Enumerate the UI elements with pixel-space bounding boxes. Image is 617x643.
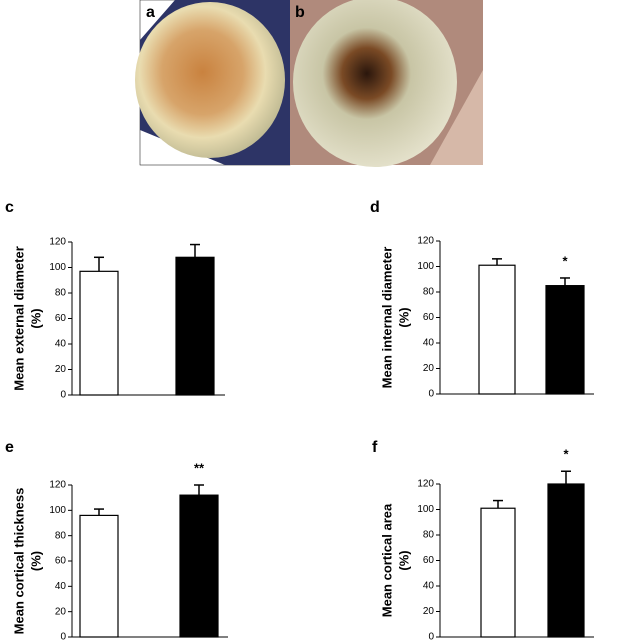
y-tick-label: 20: [55, 364, 67, 375]
y-tick-label: 100: [49, 262, 66, 273]
panel-label: d: [370, 199, 380, 216]
bar: [175, 256, 215, 396]
y-axis-label: (%): [396, 550, 411, 570]
y-tick-label: 20: [423, 606, 435, 617]
y-tick-label: 60: [55, 556, 67, 567]
y-tick-label: 40: [423, 581, 435, 592]
photo-label: a: [146, 4, 155, 21]
y-axis-label: Mean external diameter: [11, 246, 26, 391]
panel-label: c: [5, 199, 14, 216]
significance: *: [563, 447, 569, 462]
significance: **: [194, 460, 205, 475]
y-axis-label: (%): [396, 307, 411, 327]
y-tick-label: 20: [55, 606, 67, 617]
y-tick-label: 120: [49, 480, 66, 491]
y-tick-label: 0: [428, 389, 434, 400]
significance: *: [562, 253, 568, 268]
y-tick-label: 100: [417, 261, 434, 272]
y-tick-label: 120: [417, 479, 434, 490]
y-axis-label: (%): [28, 551, 43, 571]
y-tick-label: 60: [423, 312, 435, 323]
bar: [179, 494, 219, 638]
y-tick-label: 80: [423, 530, 435, 541]
y-tick-label: 120: [49, 237, 66, 248]
panel-label: f: [372, 439, 378, 456]
y-tick-label: 40: [55, 581, 67, 592]
y-tick-label: 0: [60, 390, 66, 401]
bar: [478, 264, 516, 395]
y-axis-label: Mean cortical area: [379, 503, 394, 617]
y-tick-label: 60: [423, 555, 435, 566]
y-tick-label: 0: [428, 632, 434, 643]
y-tick-label: 80: [423, 287, 435, 298]
bar: [480, 507, 516, 638]
photo-b: [290, 0, 483, 167]
y-tick-label: 60: [55, 313, 67, 324]
y-axis-label: Mean internal diameter: [379, 247, 394, 389]
y-tick-label: 40: [423, 338, 435, 349]
y-tick-label: 80: [55, 288, 67, 299]
y-tick-label: 100: [417, 504, 434, 515]
y-tick-label: 20: [423, 363, 435, 374]
y-tick-label: 0: [60, 632, 66, 643]
y-tick-label: 100: [49, 505, 66, 516]
bar: [545, 285, 585, 395]
y-axis-label: (%): [28, 308, 43, 328]
bar: [79, 270, 119, 396]
y-tick-label: 80: [55, 530, 67, 541]
y-axis-label: Mean cortical thickness: [11, 488, 26, 635]
bar: [547, 483, 585, 638]
y-tick-label: 120: [417, 236, 434, 247]
panel-label: e: [5, 439, 14, 456]
photo-label: b: [295, 4, 305, 21]
bar: [79, 514, 119, 638]
y-tick-label: 40: [55, 339, 67, 350]
photo-a: [135, 0, 291, 166]
